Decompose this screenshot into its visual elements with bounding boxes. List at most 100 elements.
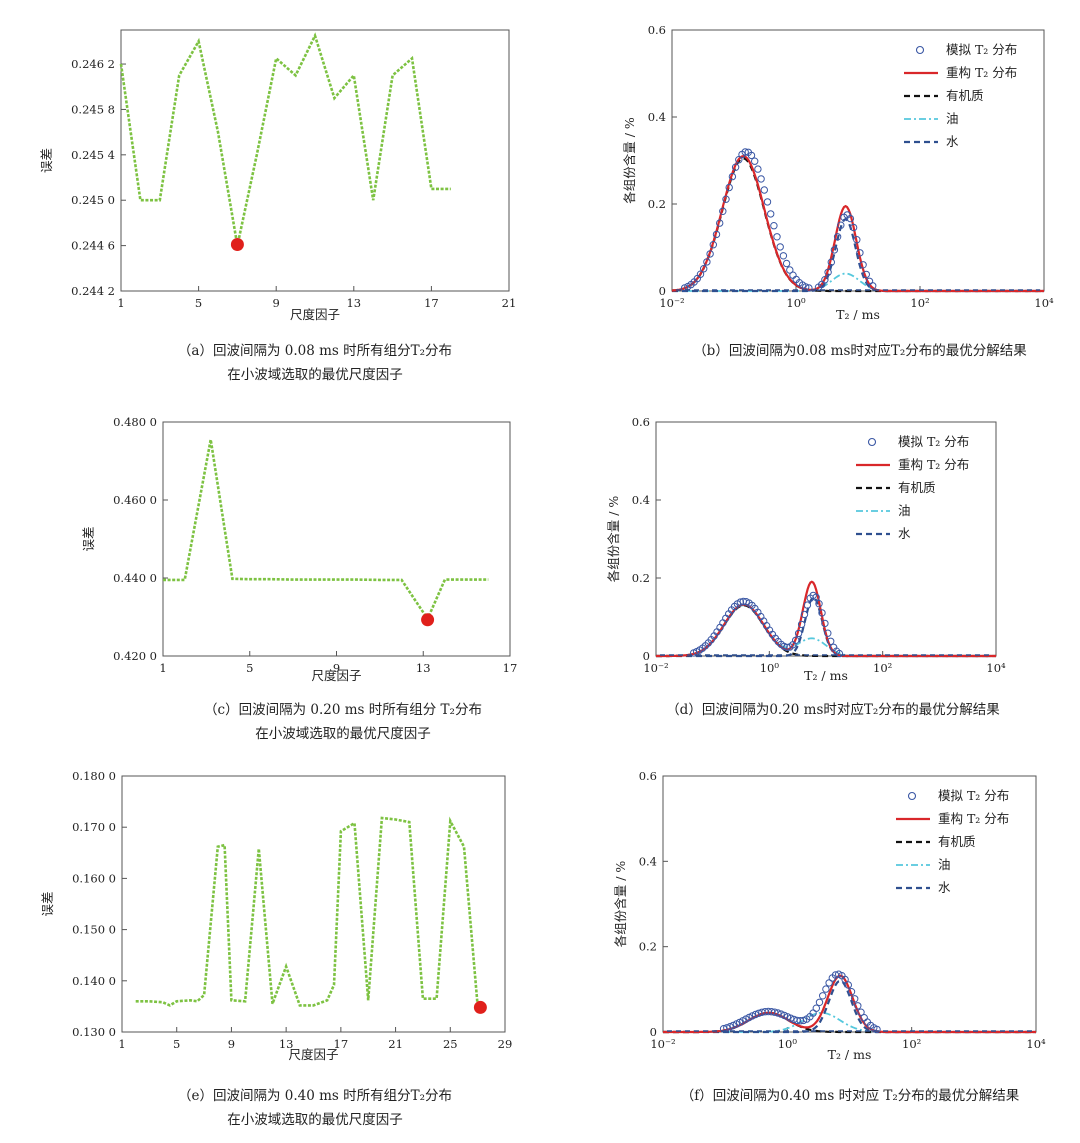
y-tick-label: 0.460 0 <box>113 493 157 507</box>
optimal-scale-marker <box>230 237 244 251</box>
x-tick-label: 9 <box>228 1037 235 1051</box>
error-series-line <box>119 32 451 246</box>
simulated-point <box>841 975 849 984</box>
legend-label: 模拟 T₂ 分布 <box>946 42 1017 57</box>
y-tick-label: 0.4 <box>632 493 650 507</box>
reconstructed-curve <box>671 154 1044 293</box>
legend-label: 重构 T₂ 分布 <box>938 811 1009 826</box>
simulated-point <box>771 1008 779 1016</box>
organic-curve <box>663 1011 1036 1034</box>
simulated-point <box>763 198 772 206</box>
simulated-point <box>774 1009 782 1017</box>
simulated-point <box>856 249 864 257</box>
simulated-point <box>851 995 859 1003</box>
plot-frame <box>162 421 511 657</box>
x-tick-label: 10⁴ <box>986 661 1006 675</box>
x-axis-title: 尺度因子 <box>311 668 361 683</box>
x-axis-title: 尺度因子 <box>288 1047 338 1062</box>
x-tick-label: 1 <box>117 296 124 310</box>
x-tick-label: 10² <box>902 1037 921 1051</box>
legend-label: 模拟 T₂ 分布 <box>938 788 1009 803</box>
y-tick-label: 0.2 <box>639 940 657 954</box>
y-tick-label: 0.2 <box>648 197 666 211</box>
y-tick-label: 0.246 2 <box>71 57 115 71</box>
x-tick-label: 1 <box>159 661 166 675</box>
y-tick-label: 0 <box>650 1025 657 1039</box>
simulated-point <box>805 284 813 292</box>
legend-label: 模拟 T₂ 分布 <box>898 434 969 449</box>
figure-caption: （d）回波间隔为0.20 ms时对应T₂分布的最优分解结果 <box>666 701 1000 718</box>
y-tick-label: 0.4 <box>639 854 657 868</box>
simulated-point <box>725 183 733 192</box>
y-tick-label: 0.170 0 <box>72 820 116 834</box>
x-axis-title: 尺度因子 <box>290 307 340 322</box>
y-tick-label: 0.245 4 <box>71 148 115 162</box>
simulated-point <box>736 598 745 606</box>
chart-c: 0.420 0 0.440 0 0.460 0 0.480 0 1 5 9 13 17 尺度因子 误… <box>81 415 517 742</box>
simulated-point <box>844 981 852 989</box>
x-tick-label: 17 <box>334 1037 349 1051</box>
legend-label: 水 <box>938 880 951 895</box>
simulated-point <box>873 1025 881 1034</box>
simulated-point <box>818 609 826 617</box>
figure-caption: （b）回波间隔为0.08 ms时对应T₂分布的最优分解结果 <box>693 342 1027 359</box>
legend-label: 有机质 <box>898 480 936 495</box>
x-tick-label: 10⁻² <box>659 296 684 310</box>
simulated-point <box>760 186 768 194</box>
y-tick-label: 0.180 0 <box>72 769 116 783</box>
x-tick-label: 21 <box>388 1037 403 1051</box>
simulated-point <box>800 610 809 619</box>
simulated-point <box>728 172 737 181</box>
optimal-scale-marker <box>473 1000 487 1014</box>
legend-label: 油 <box>898 503 911 518</box>
y-tick-label: 0.6 <box>632 415 650 429</box>
optimal-scale-marker <box>421 613 435 627</box>
simulated-point <box>700 265 708 273</box>
legend-label: 有机质 <box>938 834 976 849</box>
simulated-point <box>779 252 788 260</box>
simulated-point <box>757 175 765 183</box>
simulated-point <box>824 629 832 637</box>
simulated-point <box>815 600 823 608</box>
simulated-point <box>819 992 827 1000</box>
legend-marker <box>907 791 917 801</box>
x-tick-label: 25 <box>443 1037 458 1051</box>
error-series-line <box>135 816 479 1007</box>
legend-label: 有机质 <box>946 88 984 103</box>
reconstructed-curve <box>656 580 996 658</box>
y-axis-title: 误差 <box>40 891 55 916</box>
x-tick-label: 9 <box>333 661 340 675</box>
simulated-point <box>846 214 855 223</box>
y-tick-label: 0.4 <box>648 110 666 124</box>
simulated-point <box>751 1010 760 1019</box>
simulated-point <box>824 268 832 276</box>
figure-caption: （c）回波间隔为 0.20 ms 时所有组分 T₂分布 <box>204 702 482 718</box>
water-curve <box>672 217 1044 293</box>
y-tick-label: 0.140 0 <box>72 974 116 988</box>
x-tick-label: 10⁰ <box>786 296 806 310</box>
y-axis-title: 各组份含量 / % <box>613 861 628 948</box>
y-tick-label: 0.244 2 <box>71 284 115 298</box>
simulated-point <box>770 222 778 230</box>
simulated-point <box>822 985 830 993</box>
x-tick-label: 5 <box>195 296 202 310</box>
simulated-point <box>799 1016 808 1025</box>
y-tick-label: 0.150 0 <box>72 923 116 937</box>
simulated-point <box>789 271 797 279</box>
simulated-point <box>815 998 824 1006</box>
x-tick-label: 9 <box>273 296 280 310</box>
x-tick-label: 10⁰ <box>778 1037 798 1051</box>
x-tick-label: 13 <box>279 1037 294 1051</box>
legend-marker <box>867 437 877 447</box>
plot-frame <box>121 775 506 1033</box>
x-tick-label: 13 <box>416 661 431 675</box>
figure-caption: （a）回波间隔为 0.08 ms 时所有组分T₂分布 <box>178 343 452 359</box>
x-tick-label: 5 <box>246 661 253 675</box>
simulated-point <box>821 276 829 284</box>
legend-label: 重构 T₂ 分布 <box>898 457 969 472</box>
x-tick-label: 29 <box>498 1037 513 1051</box>
reconstructed-curve <box>663 974 1036 1034</box>
